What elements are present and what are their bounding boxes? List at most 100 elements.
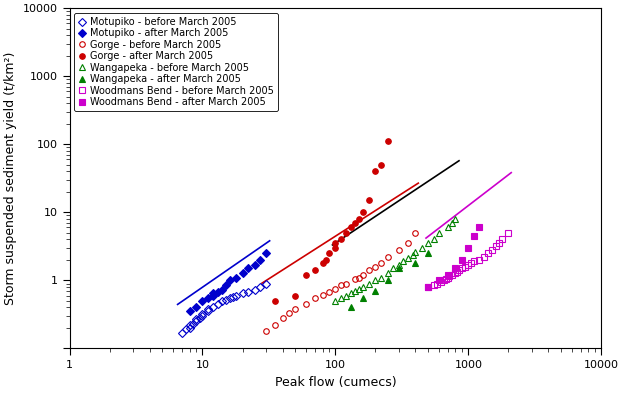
Wangapeka - before March 2005 (435, 230, 442, 235)
Gorge - before March 2005 (355, 275, 363, 280)
Motupiko - before March 2005 (226, 296, 234, 300)
Woodmans Bend - before March 2005 (453, 269, 460, 274)
Woodmans Bend - before March 2005 (475, 257, 483, 262)
X-axis label: Peak flow (cumecs): Peak flow (cumecs) (275, 376, 396, 389)
Motupiko - before March 2005 (204, 309, 212, 314)
Motupiko - before March 2005 (186, 323, 193, 327)
Line: Woodmans Bend - after March 2005: Woodmans Bend - after March 2005 (426, 225, 482, 290)
Woodmans Bend - before March 2005 (448, 273, 455, 277)
Wangapeka - before March 2005 (347, 291, 354, 296)
Wangapeka - before March 2005 (389, 266, 396, 271)
Woodmans Bend - before March 2005 (452, 270, 459, 275)
Motupiko - after March 2005 (239, 270, 246, 275)
Woodmans Bend - before March 2005 (462, 264, 469, 269)
Motupiko - before March 2005 (262, 281, 270, 286)
Motupiko - after March 2005 (256, 257, 264, 262)
Gorge - after March 2005 (302, 273, 310, 277)
Woodmans Bend - before March 2005 (445, 274, 453, 279)
Motupiko - after March 2005 (186, 309, 193, 314)
Motupiko - after March 2005 (214, 290, 221, 294)
Gorge - before March 2005 (292, 307, 299, 311)
Motupiko - before March 2005 (252, 288, 259, 292)
Gorge - before March 2005 (351, 277, 359, 281)
Gorge - before March 2005 (342, 281, 350, 286)
Woodmans Bend - before March 2005 (505, 230, 512, 235)
Gorge - after March 2005 (359, 210, 366, 215)
Line: Wangapeka - after March 2005: Wangapeka - after March 2005 (348, 251, 431, 310)
Woodmans Bend - before March 2005 (484, 251, 492, 256)
Gorge - before March 2005 (366, 268, 373, 273)
Woodmans Bend - after March 2005 (475, 225, 483, 230)
Gorge - after March 2005 (337, 237, 345, 242)
Gorge - before March 2005 (372, 264, 379, 269)
Wangapeka - before March 2005 (409, 252, 416, 257)
Motupiko - after March 2005 (218, 288, 226, 292)
Wangapeka - before March 2005 (412, 250, 419, 255)
Gorge - before March 2005 (262, 329, 270, 333)
Motupiko - before March 2005 (196, 316, 203, 320)
Gorge - after March 2005 (271, 299, 278, 303)
Gorge - before March 2005 (331, 286, 339, 291)
Wangapeka - before March 2005 (395, 263, 402, 267)
Woodmans Bend - before March 2005 (442, 277, 450, 281)
Woodmans Bend - before March 2005 (437, 279, 445, 284)
Wangapeka - before March 2005 (377, 275, 384, 280)
Motupiko - before March 2005 (244, 290, 252, 294)
Gorge - before March 2005 (285, 311, 293, 316)
Gorge - before March 2005 (404, 241, 412, 246)
Gorge - before March 2005 (278, 316, 286, 320)
Wangapeka - after March 2005 (359, 296, 366, 300)
Motupiko - before March 2005 (182, 327, 189, 332)
Woodmans Bend - before March 2005 (492, 244, 499, 248)
Wangapeka - before March 2005 (342, 293, 350, 298)
Motupiko - before March 2005 (204, 307, 212, 311)
Wangapeka - before March 2005 (351, 288, 359, 293)
Gorge - before March 2005 (412, 230, 419, 235)
Wangapeka - before March 2005 (337, 296, 345, 300)
Wangapeka - before March 2005 (444, 225, 452, 230)
Line: Wangapeka - before March 2005: Wangapeka - before March 2005 (333, 216, 459, 304)
Motupiko - after March 2005 (232, 275, 240, 280)
Woodmans Bend - after March 2005 (425, 285, 432, 289)
Motupiko - before March 2005 (199, 312, 206, 316)
Woodmans Bend - before March 2005 (425, 285, 432, 289)
Gorge - after March 2005 (384, 139, 392, 144)
Woodmans Bend - before March 2005 (433, 281, 440, 286)
Motupiko - before March 2005 (218, 299, 226, 303)
Wangapeka - before March 2005 (399, 259, 406, 264)
Wangapeka - before March 2005 (366, 281, 373, 286)
Gorge - before March 2005 (302, 302, 310, 307)
Motupiko - after March 2005 (209, 293, 217, 298)
Gorge - before March 2005 (359, 273, 366, 277)
Gorge - after March 2005 (347, 225, 354, 230)
Wangapeka - after March 2005 (384, 278, 392, 283)
Woodmans Bend - before March 2005 (440, 278, 447, 283)
Wangapeka - before March 2005 (331, 299, 339, 303)
Motupiko - before March 2005 (229, 294, 237, 299)
Woodmans Bend - before March 2005 (498, 237, 506, 242)
Woodmans Bend - before March 2005 (444, 275, 452, 280)
Woodmans Bend - before March 2005 (488, 248, 495, 252)
Wangapeka - before March 2005 (448, 220, 455, 225)
Wangapeka - after March 2005 (395, 266, 402, 271)
Motupiko - before March 2005 (214, 302, 221, 307)
Gorge - after March 2005 (366, 198, 373, 203)
Motupiko - before March 2005 (256, 285, 264, 289)
Line: Gorge - before March 2005: Gorge - before March 2005 (263, 230, 418, 334)
Line: Motupiko - after March 2005: Motupiko - after March 2005 (187, 251, 269, 314)
Woodmans Bend - before March 2005 (470, 259, 478, 264)
Wangapeka - after March 2005 (425, 251, 432, 256)
Woodmans Bend - before March 2005 (480, 255, 487, 259)
Wangapeka - after March 2005 (372, 288, 379, 293)
Wangapeka - before March 2005 (404, 256, 412, 261)
Gorge - after March 2005 (372, 169, 379, 174)
Gorge - after March 2005 (355, 217, 363, 221)
Motupiko - after March 2005 (262, 251, 270, 256)
Woodmans Bend - after March 2005 (452, 266, 459, 271)
Motupiko - after March 2005 (209, 291, 217, 296)
Motupiko - before March 2005 (193, 319, 200, 324)
Motupiko - after March 2005 (204, 296, 212, 300)
Motupiko - before March 2005 (209, 305, 217, 310)
Gorge - before March 2005 (337, 283, 345, 288)
Line: Woodmans Bend - before March 2005: Woodmans Bend - before March 2005 (426, 230, 511, 290)
